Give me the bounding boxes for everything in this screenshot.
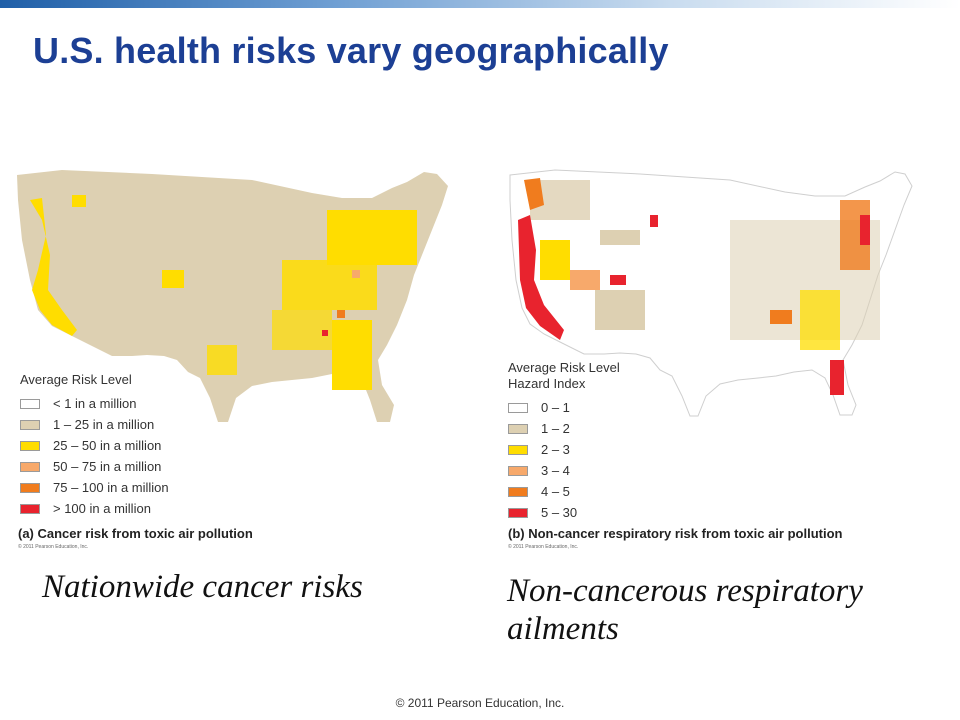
west-coast-severe-area [518,215,564,340]
legend-item: 4 – 5 [508,481,620,502]
orange-spot [337,310,345,318]
arizona-orange-area [570,270,600,290]
legend-title: Average Risk Level [20,372,132,387]
legend-swatch [20,482,40,493]
legend-item: 75 – 100 in a million [20,477,169,498]
west-coast-hotspot [30,198,77,336]
respiratory-risk-map-panel: Average Risk Level Hazard Index 0 – 1 1 –… [500,160,920,555]
legend-label: 75 – 100 in a million [53,480,169,495]
legend-items: < 1 in a million 1 – 25 in a million 25 – … [20,393,169,519]
cancer-risk-subtitle: Nationwide cancer risks [42,569,363,605]
legend-label: 1 – 25 in a million [53,417,155,432]
midwest-hotspot [282,260,377,310]
legend-swatch [20,419,40,430]
legend-item: 3 – 4 [508,460,620,481]
northeast-red-area [860,215,870,245]
slide-footer-copyright: © 2011 Pearson Education, Inc. [395,696,565,710]
legend-item: 50 – 75 in a million [20,456,169,477]
figure-copyright: © 2011 Pearson Education, Inc. [508,544,579,550]
figure-copyright: © 2011 Pearson Education, Inc. [18,544,89,550]
legend-item: < 1 in a million [20,393,169,414]
georgia-orange-area [770,310,792,324]
legend-label: 0 – 1 [541,400,570,415]
legend-label: 4 – 5 [541,484,570,499]
legend-title-line2: Hazard Index [508,376,586,391]
respiratory-risk-legend: Average Risk Level Hazard Index 0 – 1 1 –… [508,360,620,523]
legend-swatch [20,503,40,514]
legend-item: 1 – 25 in a million [20,414,169,435]
legend-label: 25 – 50 in a million [53,438,162,453]
legend-label: 5 – 30 [541,505,578,520]
florida-red-area [830,360,844,395]
legend-item: 2 – 3 [508,439,620,460]
legend-item: 25 – 50 in a million [20,435,169,456]
legend-items: 0 – 1 1 – 2 2 – 3 3 – 4 4 – 5 5 – 30 [508,397,620,523]
legend-swatch [508,444,528,455]
figure-caption: (b) Non-cancer respiratory risk from tox… [508,526,843,541]
idaho-hotspot [72,195,86,207]
legend-label: > 100 in a million [53,501,151,516]
slide-title: U.S. health risks vary geographically [33,30,669,71]
northwest-orange-area [524,178,544,210]
cancer-risk-hotspots [30,195,417,390]
us-respiratory-risk-map [509,169,913,417]
legend-label: 3 – 4 [541,463,570,478]
nevada-yellow-area [540,240,570,280]
legend-swatch [20,398,40,409]
legend-swatch [508,402,528,413]
legend-label: 2 – 3 [541,442,570,457]
legend-item: 1 – 2 [508,418,620,439]
legend-label: 1 – 2 [541,421,570,436]
wyoming-red-spot [650,215,658,227]
utah-tan-area [600,230,640,245]
colorado-hotspot [162,270,184,288]
legend-swatch [508,486,528,497]
title-accent-bar [0,0,960,8]
four-corners-red-area [610,275,626,285]
cancer-risk-legend: Average Risk Level < 1 in a million 1 – 2… [20,372,169,519]
us-cancer-risk-map [17,170,448,422]
legend-item: 0 – 1 [508,397,620,418]
light-orange-spot [352,270,360,278]
legend-label: < 1 in a million [53,396,137,411]
legend-swatch [508,423,528,434]
legend-item: > 100 in a million [20,498,169,519]
texas-hotspot [207,345,237,375]
southeast-yellow-area [800,290,840,350]
red-spot [322,330,328,336]
legend-title-line1: Average Risk Level [508,360,620,375]
arizona-tan-area [595,290,645,330]
northeast-hotspot [327,210,417,265]
legend-label: 50 – 75 in a million [53,459,162,474]
respiratory-risk-hotspots [518,178,870,395]
cancer-risk-severe-spots [322,270,360,336]
southeast-hotspot [332,320,372,390]
respiratory-risk-subtitle: Non-cancerous respiratory ailments [507,573,863,647]
figure-caption: (a) Cancer risk from toxic air pollution [18,526,253,541]
legend-swatch [508,465,528,476]
legend-swatch [508,507,528,518]
legend-swatch [20,440,40,451]
legend-swatch [20,461,40,472]
legend-item: 5 – 30 [508,502,620,523]
cancer-risk-map-panel: Average Risk Level < 1 in a million 1 – 2… [12,160,452,555]
